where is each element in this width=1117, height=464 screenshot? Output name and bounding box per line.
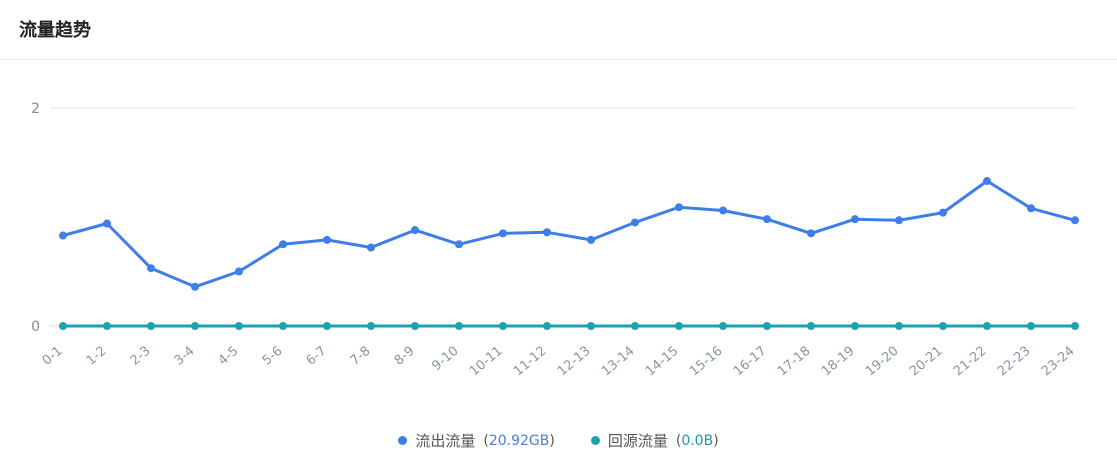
data-point[interactable]	[103, 322, 111, 330]
legend-item-origin[interactable]: 回源流量 (0.0B)	[590, 430, 719, 451]
data-point[interactable]	[543, 228, 551, 237]
x-tick-label: 19-20	[863, 344, 902, 380]
y-tick-label: 0	[31, 319, 40, 335]
x-tick-label: 9-10	[429, 344, 461, 374]
data-point[interactable]	[719, 322, 727, 330]
data-point[interactable]	[543, 322, 551, 330]
data-point[interactable]	[587, 322, 595, 330]
data-point[interactable]	[279, 322, 287, 330]
data-point[interactable]	[1071, 322, 1079, 330]
chart-legend: 流出流量 (20.92GB) 回源流量 (0.0B)	[0, 430, 1117, 451]
legend-item-outbound[interactable]: 流出流量 (20.92GB)	[398, 430, 555, 451]
x-tick-label: 10-11	[467, 344, 506, 380]
data-point[interactable]	[455, 322, 463, 330]
data-point[interactable]	[675, 322, 683, 330]
data-point[interactable]	[763, 322, 771, 330]
x-tick-label: 4-5	[216, 344, 242, 369]
x-tick-label: 11-12	[511, 344, 550, 380]
x-tick-label: 13-14	[599, 344, 638, 380]
data-point[interactable]	[1027, 204, 1035, 213]
data-point[interactable]	[147, 322, 155, 330]
data-point[interactable]	[983, 177, 991, 186]
data-point[interactable]	[1027, 322, 1035, 330]
data-point[interactable]	[411, 322, 419, 330]
panel-header: 流量趋势	[0, 0, 1117, 60]
data-point[interactable]	[279, 240, 287, 249]
x-tick-label: 3-4	[172, 344, 198, 369]
data-point[interactable]	[499, 229, 507, 238]
data-point[interactable]	[59, 231, 67, 240]
data-point[interactable]	[191, 322, 199, 330]
data-point[interactable]	[587, 235, 595, 244]
legend-value-wrap: (0.0B)	[675, 432, 719, 449]
data-point[interactable]	[235, 267, 243, 276]
data-point[interactable]	[367, 322, 375, 330]
data-point[interactable]	[851, 215, 859, 224]
data-point[interactable]	[719, 206, 727, 215]
x-tick-label: 1-2	[84, 344, 110, 369]
data-point[interactable]	[807, 322, 815, 330]
data-point[interactable]	[939, 208, 947, 217]
data-point[interactable]	[59, 322, 67, 330]
data-point[interactable]	[499, 322, 507, 330]
legend-dot-icon	[590, 436, 600, 445]
legend-dot-icon	[398, 436, 408, 445]
x-tick-label: 15-16	[687, 344, 726, 380]
data-point[interactable]	[323, 322, 331, 330]
data-point[interactable]	[323, 235, 331, 244]
data-point[interactable]	[235, 322, 243, 330]
x-tick-label: 5-6	[260, 344, 286, 369]
data-point[interactable]	[983, 322, 991, 330]
x-tick-label: 6-7	[304, 344, 330, 369]
x-tick-label: 17-18	[775, 344, 814, 380]
data-point[interactable]	[1071, 216, 1079, 225]
data-point[interactable]	[631, 218, 639, 227]
x-tick-label: 0-1	[40, 344, 66, 369]
x-tick-label: 20-21	[907, 344, 946, 380]
x-tick-label: 8-9	[392, 344, 418, 369]
data-point[interactable]	[103, 219, 111, 228]
data-point[interactable]	[411, 226, 419, 235]
y-tick-label: 2	[31, 101, 40, 117]
data-point[interactable]	[807, 229, 815, 238]
legend-label: 回源流量	[607, 432, 668, 450]
x-tick-label: 18-19	[819, 344, 858, 380]
data-point[interactable]	[367, 243, 375, 252]
data-point[interactable]	[631, 322, 639, 330]
legend-value: 20.92GB	[488, 432, 550, 449]
data-point[interactable]	[191, 282, 199, 291]
legend-value: 0.0B	[681, 432, 714, 449]
data-point[interactable]	[939, 322, 947, 330]
x-tick-label: 23-24	[1039, 344, 1078, 380]
x-tick-label: 22-23	[995, 344, 1034, 380]
data-point[interactable]	[895, 216, 903, 225]
data-point[interactable]	[895, 322, 903, 330]
page-title: 流量趋势	[19, 20, 91, 41]
data-point[interactable]	[455, 240, 463, 249]
x-tick-label: 16-17	[731, 344, 770, 380]
x-tick-label: 21-22	[951, 344, 990, 380]
x-tick-label: 14-15	[643, 344, 682, 380]
legend-value-wrap: (20.92GB)	[483, 432, 555, 449]
data-point[interactable]	[675, 203, 683, 212]
x-tick-label: 2-3	[128, 344, 154, 369]
data-point[interactable]	[763, 215, 771, 224]
legend-label: 流出流量	[415, 432, 476, 450]
traffic-trend-chart: 02 0-1 1-2 2-3 3-4 4-5 5-6 6-7 7-8 8-9 9-10 10-11 1…	[31, 101, 1079, 380]
x-tick-label: 7-8	[348, 344, 374, 369]
data-point[interactable]	[851, 322, 859, 330]
series-line-0	[62, 179, 1076, 289]
x-tick-label: 12-13	[555, 344, 594, 380]
data-point[interactable]	[147, 264, 155, 273]
